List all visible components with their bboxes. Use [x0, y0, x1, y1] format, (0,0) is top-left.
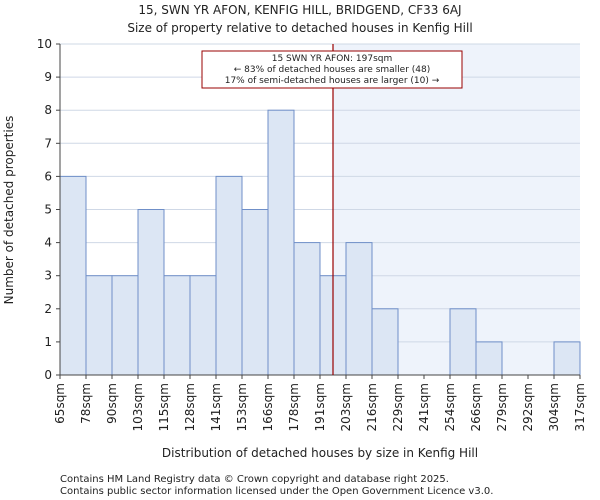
bar: [371, 308, 399, 376]
footer-line-2: Contains public sector information licen…: [60, 486, 493, 497]
y-tick-label: 1: [44, 335, 52, 349]
bar: [241, 209, 269, 376]
chart-subtitle: Size of property relative to detached ho…: [127, 21, 472, 35]
y-tick-label: 2: [44, 302, 52, 316]
bar: [475, 341, 503, 376]
bar: [111, 275, 139, 376]
y-tick-label: 10: [37, 37, 52, 51]
bar: [215, 175, 243, 376]
x-tick-label: 279sqm: [495, 383, 509, 431]
chart-title: 15, SWN YR AFON, KENFIG HILL, BRIDGEND, …: [138, 3, 461, 17]
bar: [293, 242, 321, 376]
x-tick-label: 128sqm: [183, 383, 197, 431]
x-axis-label: Distribution of detached houses by size …: [162, 446, 478, 460]
annotation-line-2: ← 83% of detached houses are smaller (48…: [234, 65, 431, 75]
footer-line-1: Contains HM Land Registry data © Crown c…: [60, 474, 449, 485]
bar: [449, 308, 477, 376]
y-axis-label: Number of detached properties: [2, 116, 16, 305]
y-tick-label: 3: [44, 269, 52, 283]
x-tick-label: 254sqm: [443, 383, 457, 431]
y-tick-label: 4: [44, 236, 52, 250]
y-tick-label: 9: [44, 70, 52, 84]
annotation-line-1: 15 SWN YR AFON: 197sqm: [272, 54, 393, 64]
x-tick-label: 65sqm: [53, 383, 67, 424]
x-tick-label: 141sqm: [209, 383, 223, 431]
x-tick-label: 229sqm: [391, 383, 405, 431]
bar: [267, 109, 295, 376]
x-tick-label: 304sqm: [547, 383, 561, 431]
x-tick-label: 203sqm: [339, 383, 353, 431]
x-tick-label: 241sqm: [417, 383, 431, 431]
x-tick-label: 153sqm: [235, 383, 249, 431]
bar: [553, 341, 581, 376]
x-tick-label: 115sqm: [157, 383, 171, 431]
annotation-box: [201, 50, 463, 89]
bar: [59, 175, 87, 376]
y-tick-label: 6: [44, 169, 52, 183]
bar: [137, 209, 165, 376]
y-tick-label: 5: [44, 203, 52, 217]
x-tick-label: 292sqm: [521, 383, 535, 431]
annotation-line-3: 17% of semi-detached houses are larger (…: [225, 76, 440, 86]
plot-area: 0 1 2 3 4 5 6 7 8 9 10 65sqm 78sqm 90sqm 103sqm 115sqm 1…: [37, 37, 587, 431]
bar: [345, 242, 373, 376]
y-tick-label: 8: [44, 103, 52, 117]
x-tick-label: 191sqm: [313, 383, 327, 431]
x-tick-label: 266sqm: [469, 383, 483, 431]
y-tick-label: 0: [44, 368, 52, 382]
x-tick-label: 317sqm: [573, 383, 587, 431]
x-tick-label: 103sqm: [131, 383, 145, 431]
bar: [189, 275, 217, 376]
x-tick-label: 166sqm: [261, 383, 275, 431]
x-tick-label: 90sqm: [105, 383, 119, 424]
x-tick-label: 216sqm: [365, 383, 379, 431]
bar: [85, 275, 113, 376]
x-tick-label: 78sqm: [79, 383, 93, 424]
y-tick-label: 7: [44, 136, 52, 150]
x-tick-label: 178sqm: [287, 383, 301, 431]
bar: [163, 275, 191, 376]
